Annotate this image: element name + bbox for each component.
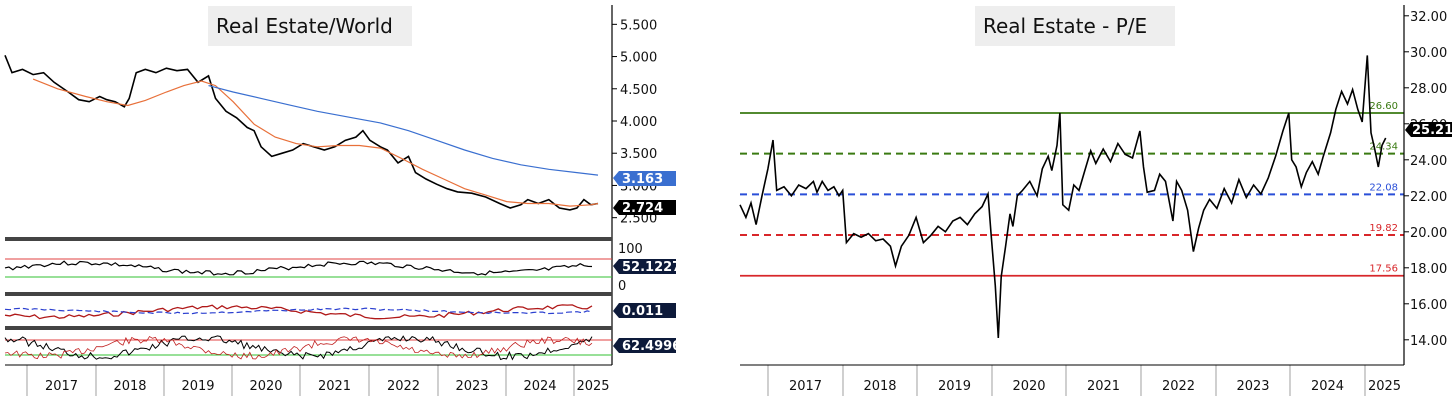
pe-level-label: 17.56	[1369, 264, 1398, 275]
sub3-k-line	[4, 335, 593, 361]
right-x-tick-label: 2019	[938, 379, 971, 394]
left-y-tick-label: 2.500	[620, 212, 657, 227]
right-main-series	[739, 55, 1387, 339]
left-chart: Real Estate/World 2.5003.0003.5004.0004.…	[4, 5, 681, 396]
left-x-tick-label: 2021	[318, 379, 351, 394]
sub3-badge-text: 62.4996	[622, 339, 681, 354]
right-x-tick-label: 2020	[1012, 379, 1045, 394]
sub2-macd-line	[4, 304, 593, 320]
left-x-tick-label: 2022	[387, 379, 420, 394]
left-title-box	[208, 6, 412, 46]
right-x-tick-label: 2023	[1236, 379, 1269, 394]
pe-level-label: 26.60	[1369, 101, 1398, 112]
left-subpanel-macd: 0.011	[4, 303, 676, 320]
sub1-badge-text: 52.1227	[622, 260, 681, 275]
left-y-tick-label: 4.500	[620, 83, 657, 98]
right-y-tick-label: 18.00	[1410, 262, 1447, 277]
right-x-tick-label: 2018	[863, 379, 896, 394]
right-y-tick-label: 30.00	[1410, 46, 1447, 61]
sub2-badge-text: 0.011	[622, 304, 663, 319]
left-main-series	[4, 55, 599, 211]
sub2-badge	[613, 303, 676, 318]
left-x-tick-label: 2017	[45, 379, 78, 394]
left-series-line-1	[32, 78, 599, 207]
left-subpanel-stoch: 62.4996	[4, 335, 681, 361]
badge-price-text: 2.724	[622, 201, 663, 216]
right-y-tick-label: 22.00	[1410, 190, 1447, 205]
left-separator-3	[5, 326, 612, 330]
right-x-ticks: 2017 2018 2019 2020 2021 2022 2023 2024 2025	[789, 379, 1401, 394]
left-x-tick-label: 2020	[249, 379, 282, 394]
badge-pe-text: 25.21	[1412, 123, 1453, 138]
left-y-tick-label: 5.500	[620, 18, 657, 33]
sub1-badge	[613, 259, 676, 274]
right-title-box	[975, 6, 1175, 46]
sub1-label-bottom: 0	[618, 279, 626, 294]
left-grid	[26, 365, 575, 396]
right-y-ticks: 14.0016.0018.0020.0022.0024.0026.0028.00…	[1404, 10, 1447, 349]
right-x-tick-label: 2017	[789, 379, 822, 394]
left-x-tick-label: 2019	[181, 379, 214, 394]
left-x-tick-label: 2024	[523, 379, 556, 394]
badge-price: 2.724	[613, 200, 676, 216]
left-series-line-2	[208, 85, 599, 176]
left-series-line-0	[4, 55, 599, 211]
sub3-d-line	[4, 335, 593, 360]
right-chart-title: Real Estate - P/E	[983, 14, 1147, 38]
right-x-tick-label: 2021	[1087, 379, 1120, 394]
left-y-tick-label: 4.000	[620, 115, 657, 130]
right-y-tick-label: 32.00	[1410, 10, 1447, 25]
badge-ma200-text: 3.163	[622, 172, 663, 187]
left-y-tick-label: 5.000	[620, 51, 657, 66]
right-level-lines: 26.60 24.34 22.08 19.82 17.56	[740, 101, 1404, 277]
right-x-tick-label: 2025	[1368, 379, 1401, 394]
left-separator-2	[5, 292, 612, 296]
right-y-tick-label: 20.00	[1410, 226, 1447, 241]
right-x-tick-label: 2022	[1162, 379, 1195, 394]
badge-pe: 25.21	[1405, 122, 1453, 138]
right-y-tick-label: 16.00	[1410, 298, 1447, 313]
right-y-tick-label: 28.00	[1410, 82, 1447, 97]
right-y-tick-label: 14.00	[1410, 334, 1447, 349]
right-y-tick-label: 24.00	[1410, 154, 1447, 169]
left-x-ticks: 2017 2018 2019 2020 2021 2022 2023 2024 2025	[45, 379, 610, 394]
left-x-tick-label: 2023	[455, 379, 488, 394]
right-series-line-0	[739, 55, 1387, 339]
right-chart: Real Estate - P/E 26.60 24.34 22.08 19.82 17…	[739, 5, 1453, 396]
left-subpanel-rsi: 100 0 52.1227	[4, 242, 681, 294]
left-y-tick-label: 3.500	[620, 147, 657, 162]
pe-level-label: 22.08	[1369, 182, 1398, 193]
pe-level-label: 24.34	[1369, 142, 1398, 153]
left-x-tick-label: 2018	[113, 379, 146, 394]
sub1-label-top: 100	[618, 242, 643, 257]
right-x-tick-label: 2024	[1311, 379, 1344, 394]
left-x-tick-label: 2025	[576, 379, 609, 394]
sub3-badge	[613, 338, 676, 353]
sub1-oscillator-line	[4, 260, 593, 276]
right-grid	[767, 365, 1366, 396]
left-separator-1	[5, 237, 612, 241]
pe-level-label: 19.82	[1369, 223, 1398, 234]
left-chart-title: Real Estate/World	[216, 14, 393, 38]
badge-ma200: 3.163	[613, 171, 676, 187]
